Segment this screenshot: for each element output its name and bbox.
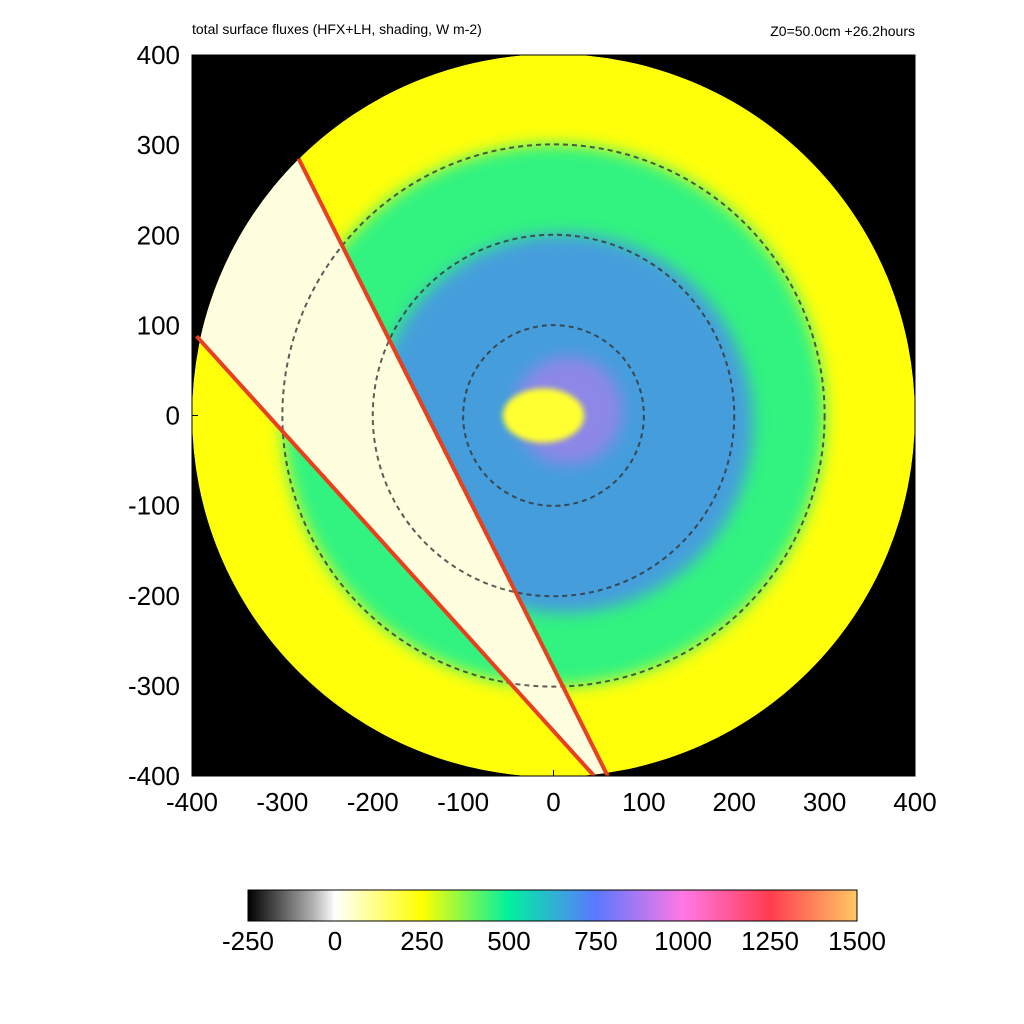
range-ring-200 bbox=[371, 233, 736, 598]
y-tick-label: 300 bbox=[137, 130, 180, 160]
colorbar-tick-label: -250 bbox=[222, 926, 274, 956]
y-tick-label: -400 bbox=[128, 761, 180, 791]
x-tick-label: -200 bbox=[347, 787, 399, 817]
x-tick-label: -300 bbox=[256, 787, 308, 817]
flux-field bbox=[192, 55, 915, 776]
range-ring-100 bbox=[462, 324, 645, 507]
x-tick-label: 0 bbox=[546, 787, 560, 817]
x-axis: -400 -300 -200 -100 0 100 200 300 400 bbox=[166, 770, 937, 817]
chart-title: total surface fluxes (HFX+LH, shading, W… bbox=[192, 21, 482, 37]
y-tick-label: -200 bbox=[128, 581, 180, 611]
red-line-2 bbox=[195, 334, 596, 776]
colorbar-tick-label: 1250 bbox=[741, 926, 799, 956]
y-tick-label: -100 bbox=[128, 491, 180, 521]
colorbar-tick-label: 500 bbox=[487, 926, 530, 956]
y-tick-label: 0 bbox=[166, 401, 180, 431]
run-info-label: Z0=50.0cm +26.2hours bbox=[770, 23, 915, 39]
range-ring-300 bbox=[281, 143, 826, 688]
x-tick-label: 100 bbox=[622, 787, 665, 817]
y-tick-label: -300 bbox=[128, 671, 180, 701]
x-tick-label: -400 bbox=[166, 787, 218, 817]
x-tick-label: 200 bbox=[713, 787, 756, 817]
cold-wake-region bbox=[192, 109, 608, 776]
overlay-layer bbox=[195, 143, 826, 776]
x-tick-label: 300 bbox=[803, 787, 846, 817]
x-tick-label: 400 bbox=[893, 787, 936, 817]
eye-region bbox=[502, 388, 585, 443]
colorbar-tick-label: 0 bbox=[328, 926, 342, 956]
y-tick-label: 200 bbox=[137, 220, 180, 250]
y-tick-label: 100 bbox=[137, 310, 180, 340]
colorbar-tick-label: 1000 bbox=[654, 926, 712, 956]
x-tick-label: -100 bbox=[437, 787, 489, 817]
y-tick-label: 400 bbox=[137, 40, 180, 70]
y-axis: 400 300 200 100 0 -100 -200 -300 -400 bbox=[128, 40, 198, 791]
colorbar: -250 0 250 500 750 1000 1250 1500 bbox=[222, 889, 886, 956]
colorbar-tick-label: 1500 bbox=[828, 926, 886, 956]
colorbar-gradient bbox=[247, 889, 858, 922]
colorbar-tick-label: 750 bbox=[574, 926, 617, 956]
red-line-1 bbox=[296, 157, 610, 776]
colorbar-tick-label: 250 bbox=[400, 926, 443, 956]
